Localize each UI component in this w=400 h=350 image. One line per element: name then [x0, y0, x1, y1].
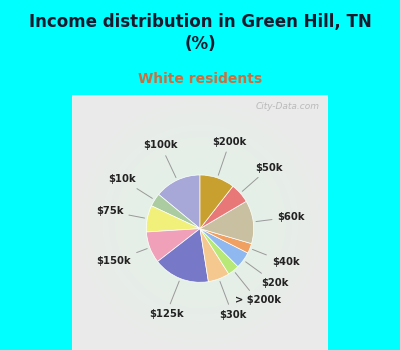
Wedge shape	[200, 229, 229, 282]
Wedge shape	[146, 206, 200, 232]
Wedge shape	[200, 229, 238, 274]
Text: $30k: $30k	[219, 281, 246, 320]
Text: $125k: $125k	[149, 281, 184, 319]
Wedge shape	[146, 229, 200, 261]
Wedge shape	[200, 229, 248, 267]
Text: $40k: $40k	[252, 250, 299, 267]
Wedge shape	[158, 229, 208, 282]
Text: $100k: $100k	[144, 140, 178, 177]
Wedge shape	[200, 175, 233, 229]
Text: $60k: $60k	[256, 212, 305, 222]
Text: > $200k: > $200k	[234, 273, 280, 306]
Text: $150k: $150k	[97, 248, 147, 266]
Text: $10k: $10k	[108, 174, 152, 198]
Text: Income distribution in Green Hill, TN
(%): Income distribution in Green Hill, TN (%…	[29, 13, 371, 53]
Wedge shape	[159, 175, 200, 229]
Wedge shape	[200, 229, 252, 253]
Text: White residents: White residents	[138, 72, 262, 86]
Wedge shape	[200, 186, 246, 229]
Text: City-Data.com: City-Data.com	[256, 102, 320, 111]
Text: $75k: $75k	[96, 206, 144, 218]
Text: $200k: $200k	[213, 136, 247, 175]
Text: $50k: $50k	[242, 163, 283, 191]
Text: $20k: $20k	[246, 262, 288, 288]
Wedge shape	[152, 195, 200, 229]
Wedge shape	[200, 201, 254, 244]
